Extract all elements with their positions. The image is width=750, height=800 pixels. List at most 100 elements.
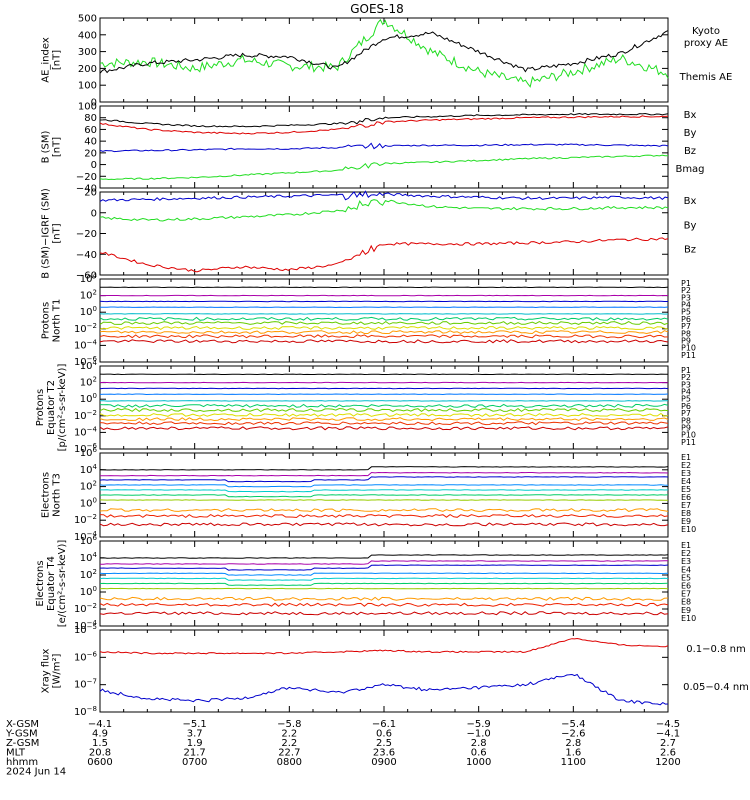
ephemeris-value: −5.9 — [467, 719, 491, 730]
panel-frame — [99, 191, 669, 276]
ephemeris-value: 22.7 — [278, 748, 300, 759]
legend-label: E10 — [681, 614, 696, 623]
ephemeris-value: 2.2 — [281, 729, 297, 740]
y-tick-label: 10−2 — [74, 602, 97, 615]
y-tick-label: 0 — [91, 160, 97, 171]
legend-label: proxy AE — [684, 38, 728, 49]
y-tick-label: 102 — [80, 289, 97, 302]
y-tick-label: 10−7 — [74, 678, 97, 691]
ephemeris-value: 2.6 — [660, 748, 676, 759]
legend-label: P5 — [681, 395, 691, 404]
legend-label: P2 — [681, 286, 691, 295]
legend-label: P7 — [681, 322, 691, 331]
series-line — [99, 466, 669, 471]
series-line — [99, 30, 669, 74]
series-line — [100, 554, 669, 559]
ephemeris-value: 0600 — [87, 757, 112, 768]
series-line — [99, 417, 669, 422]
series-line — [99, 602, 669, 607]
series-line — [99, 577, 669, 581]
y-tick-label: 106 — [80, 446, 98, 459]
legend-label: P1 — [681, 366, 691, 375]
legend-label: Bmag — [675, 164, 704, 175]
y-tick-label: 100 — [80, 496, 97, 509]
series-line — [99, 412, 669, 417]
panel-frame — [99, 365, 669, 450]
y-tick-label: 300 — [78, 47, 97, 58]
ephemeris-value: 2.7 — [660, 738, 676, 749]
y-tick-label: 100 — [80, 392, 97, 405]
series-line — [99, 112, 669, 128]
legend-label: P7 — [681, 409, 691, 418]
series-line — [99, 306, 669, 309]
y-tick-label: 20 — [84, 148, 97, 159]
ephemeris-value: −4.1 — [88, 719, 112, 730]
y-axis-label: Electrons — [41, 472, 52, 518]
series-line — [99, 582, 669, 586]
legend-label: P4 — [681, 301, 691, 310]
y-tick-label: 100 — [80, 585, 97, 598]
y-tick-label: −40 — [76, 184, 97, 195]
legend-label: E6 — [681, 582, 691, 591]
series-line — [99, 421, 669, 426]
series-line — [99, 334, 669, 339]
y-tick-label: 80 — [84, 113, 97, 124]
ephemeris-value: 0900 — [371, 757, 396, 768]
series-line — [99, 564, 669, 571]
series-line — [99, 587, 669, 590]
legend-label: Bz — [684, 245, 696, 256]
y-tick-label: 200 — [78, 64, 97, 75]
y-tick-label: 0 — [91, 98, 97, 109]
ephemeris-value: 1.9 — [187, 738, 203, 749]
ephemeris-value: −1.0 — [467, 729, 491, 740]
series-line — [99, 484, 669, 488]
y-tick-label: 100 — [78, 81, 97, 92]
legend-label: P6 — [681, 315, 691, 324]
legend-label: E10 — [681, 525, 696, 534]
legend-label: P9 — [681, 336, 691, 345]
ephemeris-value: −6.1 — [372, 719, 396, 730]
y-axis-label: North T3 — [52, 473, 63, 517]
legend-label: 0.1−0.8 nm — [686, 644, 745, 655]
legend-label: E5 — [681, 485, 691, 494]
y-axis-label: Protons — [35, 389, 46, 426]
legend-label: P2 — [681, 373, 691, 382]
legend-label: P8 — [681, 416, 691, 425]
y-axis-label: [nT] — [52, 137, 63, 157]
y-tick-label: 100 — [78, 102, 97, 113]
series-line — [99, 426, 669, 431]
series-line — [99, 522, 669, 527]
ephemeris-label: X-GSM — [6, 719, 39, 730]
legend-label: Bz — [684, 146, 696, 157]
series-line — [99, 572, 669, 576]
legend-label: By — [684, 220, 697, 231]
series-line — [99, 300, 668, 303]
ephemeris-value: 23.6 — [373, 748, 395, 759]
legend-label: E8 — [681, 509, 691, 518]
date-label: 2024 Jun 14 — [6, 767, 66, 778]
y-axis-label: [nT] — [52, 50, 63, 70]
y-axis-label: Protons — [41, 302, 52, 339]
y-tick-label: 10−2 — [74, 322, 97, 335]
y-tick-label: −60 — [76, 271, 97, 282]
series-line — [99, 154, 668, 181]
y-tick-label: 60 — [84, 125, 97, 136]
series-line — [99, 320, 669, 325]
y-tick-label: 102 — [80, 480, 97, 493]
ephemeris-value: 1100 — [561, 757, 586, 768]
ephemeris-value: 3.7 — [187, 729, 203, 740]
ephemeris-value: 2.5 — [376, 738, 392, 749]
series-line — [99, 611, 669, 616]
y-axis-label: Equator T2 — [46, 380, 57, 435]
y-tick-label: 400 — [78, 30, 97, 41]
ephemeris-value: 0800 — [277, 757, 302, 768]
y-tick-label: 104 — [80, 272, 98, 285]
y-axis-label: B (SM) — [41, 130, 52, 163]
legend-label: E3 — [681, 469, 691, 478]
y-tick-label: 10−4 — [74, 338, 98, 351]
y-tick-label: 10−5 — [74, 623, 97, 636]
y-tick-label: 102 — [80, 376, 97, 389]
ephemeris-value: 0700 — [182, 757, 207, 768]
legend-label: E3 — [681, 557, 691, 566]
